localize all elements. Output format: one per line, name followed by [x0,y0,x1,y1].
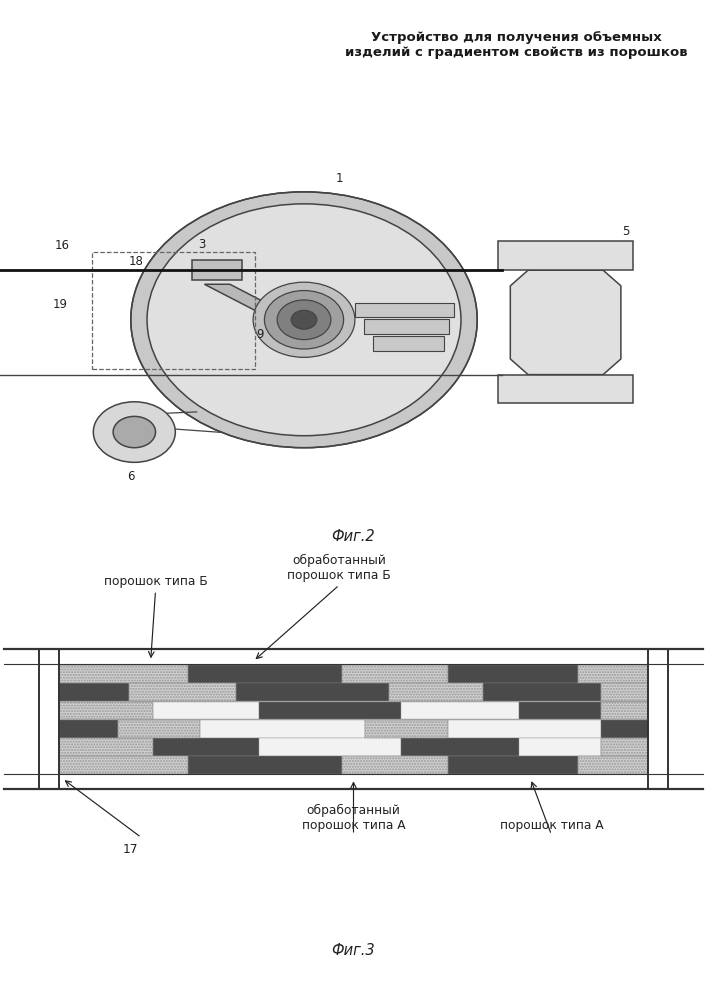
Text: Устройство для получения объемных
изделий с градиентом свойств из порошков: Устройство для получения объемных издели… [345,31,687,59]
Bar [341,756,448,774]
Bar [200,720,366,738]
Bar [259,702,401,719]
Bar [498,241,633,270]
Bar [59,665,188,683]
Text: 17: 17 [123,843,139,856]
Text: 1: 1 [336,172,343,185]
Circle shape [253,282,355,357]
Bar [129,683,235,701]
Bar [341,665,448,683]
Text: порошок типа А: порошок типа А [500,819,603,832]
Bar [59,738,153,756]
Text: 19: 19 [52,298,68,311]
Bar [153,702,259,719]
Text: 18: 18 [128,255,144,268]
Bar [483,683,601,701]
Circle shape [93,402,175,462]
Circle shape [277,300,331,340]
Bar [401,702,519,719]
Bar [578,756,648,774]
Bar [601,702,648,719]
Bar [448,720,601,738]
Circle shape [113,416,156,448]
Bar [389,683,483,701]
Bar [59,720,117,738]
Bar [59,665,188,683]
Bar [519,738,601,756]
Bar [601,683,648,701]
Bar [259,738,401,756]
Bar [59,702,153,719]
Bar [498,375,633,403]
Bar [578,665,648,683]
Bar [601,683,648,701]
Text: Фиг.2: Фиг.2 [332,529,375,544]
Bar [192,260,242,280]
Bar [188,665,341,683]
Bar [59,756,188,774]
Text: Фиг.3: Фиг.3 [332,943,375,958]
Bar [355,303,454,317]
Bar [153,738,259,756]
Circle shape [291,310,317,329]
Text: 16: 16 [54,239,70,252]
Text: 5: 5 [622,225,629,238]
Bar [519,702,601,719]
Bar [578,756,648,774]
Bar [59,756,188,774]
Text: 3: 3 [198,238,205,251]
Bar [59,738,153,756]
Bar [389,683,483,701]
Bar [129,683,235,701]
Bar [601,738,648,756]
Bar [601,720,648,738]
Bar [235,683,389,701]
Text: порошок типа Б: порошок типа Б [104,575,207,588]
Circle shape [264,291,344,349]
Bar [341,665,448,683]
Bar [188,756,341,774]
Bar [59,702,153,719]
Bar [117,720,200,738]
Polygon shape [510,270,621,375]
Bar [401,738,519,756]
Bar [448,756,578,774]
Bar [578,665,648,683]
Bar [364,319,449,334]
Bar [448,665,578,683]
Bar [341,756,448,774]
Bar [117,720,200,738]
Text: 6: 6 [127,470,134,483]
Bar [59,683,129,701]
Bar [59,664,648,774]
Text: обработанный
порошок типа А: обработанный порошок типа А [302,804,405,832]
Bar [601,702,648,719]
Bar [92,252,255,369]
Bar [366,720,448,738]
Text: обработанный
порошок типа Б: обработанный порошок типа Б [288,554,391,582]
Circle shape [147,204,461,436]
Text: 9: 9 [257,328,264,341]
Polygon shape [204,284,317,329]
Bar [366,720,448,738]
Bar [373,336,444,351]
Bar [601,738,648,756]
